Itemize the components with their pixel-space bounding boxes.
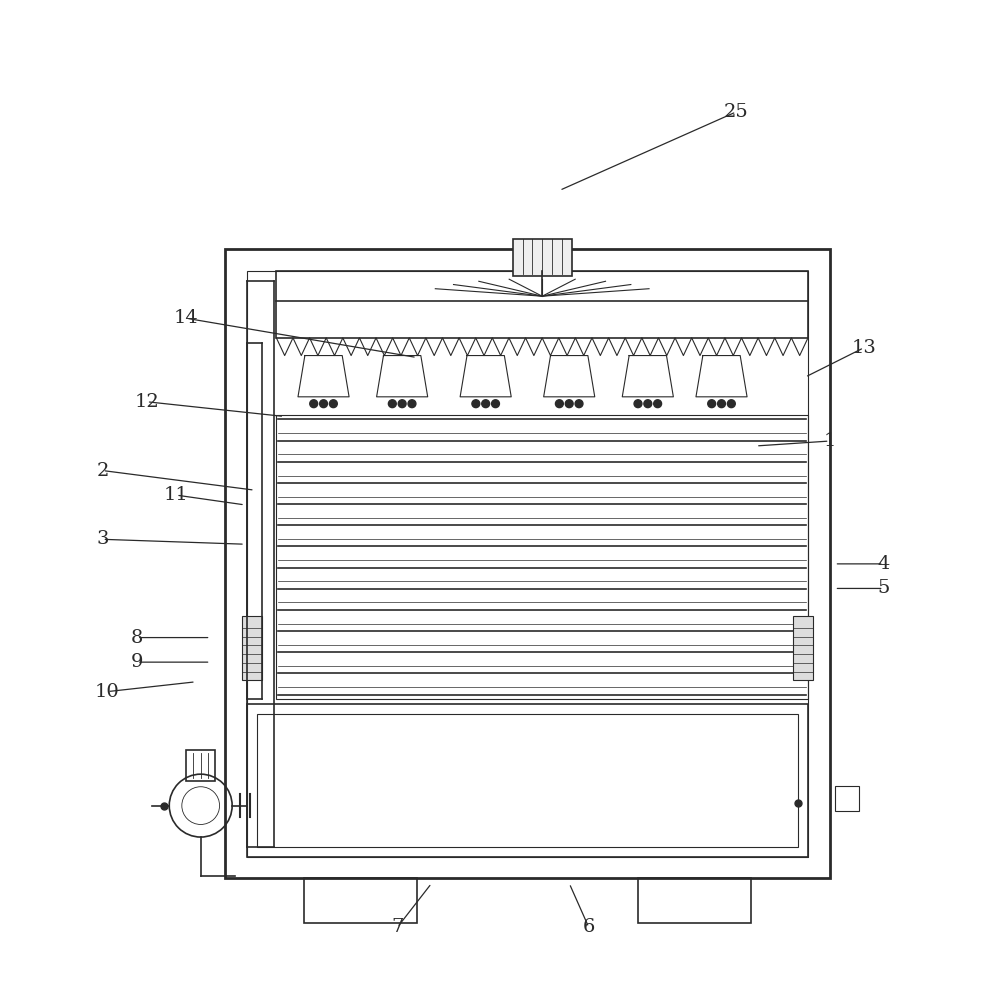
Circle shape: [408, 400, 416, 408]
Text: 25: 25: [723, 103, 748, 121]
Text: 4: 4: [877, 555, 890, 573]
Circle shape: [727, 400, 735, 408]
Bar: [793, 616, 813, 680]
Text: 5: 5: [877, 579, 890, 597]
Text: 1: 1: [824, 432, 835, 450]
Text: 10: 10: [95, 683, 120, 701]
Bar: [242, 616, 262, 680]
Circle shape: [472, 400, 480, 408]
Bar: [834, 786, 859, 811]
Text: 6: 6: [583, 918, 595, 936]
Circle shape: [329, 400, 337, 408]
Circle shape: [310, 400, 318, 408]
Circle shape: [708, 400, 716, 408]
Bar: [276, 271, 808, 338]
Text: 2: 2: [96, 462, 109, 480]
Circle shape: [482, 400, 490, 408]
Circle shape: [634, 400, 642, 408]
Bar: [257, 714, 798, 847]
Text: 7: 7: [391, 918, 403, 936]
Bar: [638, 878, 751, 923]
Circle shape: [575, 400, 583, 408]
Text: 11: 11: [164, 486, 188, 504]
Circle shape: [565, 400, 573, 408]
Text: 14: 14: [173, 309, 198, 327]
Text: 13: 13: [851, 339, 876, 357]
Circle shape: [492, 400, 499, 408]
Circle shape: [320, 400, 327, 408]
Bar: [512, 239, 572, 276]
Bar: [225, 249, 829, 878]
Bar: [186, 750, 215, 781]
Text: 12: 12: [134, 393, 159, 411]
Circle shape: [398, 400, 406, 408]
Circle shape: [717, 400, 725, 408]
Bar: [247, 704, 808, 857]
Text: 8: 8: [131, 629, 143, 647]
Bar: [276, 415, 808, 699]
Text: 9: 9: [131, 653, 143, 671]
Bar: [247, 271, 808, 857]
Bar: [304, 878, 417, 923]
Circle shape: [654, 400, 662, 408]
Circle shape: [388, 400, 396, 408]
Circle shape: [555, 400, 563, 408]
Text: 3: 3: [96, 530, 109, 548]
Circle shape: [644, 400, 652, 408]
